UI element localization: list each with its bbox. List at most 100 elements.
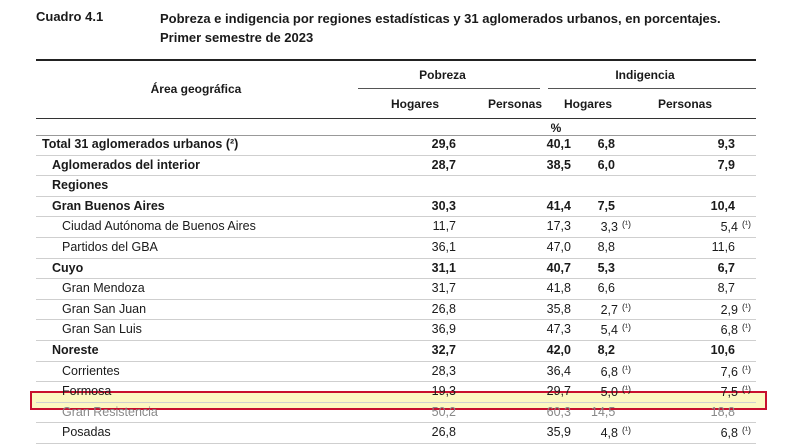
row-label: Gran Resistencia <box>62 404 158 419</box>
row-label: Gran Buenos Aires <box>52 198 165 213</box>
indigencia-personas-value: 9,3 <box>691 137 751 151</box>
cell-value: 6,0 <box>597 157 615 172</box>
indigencia-personas-value: 6,8 (¹) <box>691 425 751 440</box>
indigencia-personas-value: 18,8 <box>691 405 751 419</box>
title-line-2: Primer semestre de 2023 <box>160 30 314 45</box>
cell-value: 40,7 <box>546 260 571 275</box>
pobreza-personas-value: 29,7 <box>547 384 571 398</box>
pobreza-personas-value: 47,0 <box>547 240 571 254</box>
pobreza-hogares-value: 26,8 <box>432 425 456 439</box>
footnote-marker: (¹) <box>742 363 751 374</box>
table-title: Pobreza e indigencia por regiones estadí… <box>160 9 721 47</box>
pobreza-hogares-value: 28,3 <box>432 364 456 378</box>
indigencia-personas-value: 7,5 (¹) <box>691 384 751 399</box>
indigencia-personas-value: 5,4 (¹) <box>691 219 751 234</box>
pobreza-hogares-value: 31,7 <box>432 281 456 295</box>
table-number: Cuadro 4.1 <box>36 9 104 24</box>
table-row: Gran San Luis 36,9 47,3 5,4 (¹) 6,8 (¹) <box>36 320 756 341</box>
cell-value: 5,0 <box>600 385 618 400</box>
row-label: Corrientes <box>62 363 120 378</box>
indigencia-personas-value: 6,7 <box>691 261 751 275</box>
cell-value: 14,5 <box>591 404 616 419</box>
cell-value: 6,8 <box>597 137 615 151</box>
row-label: Cuyo <box>52 260 84 275</box>
cell-value: 6,8 <box>600 364 618 379</box>
indigencia-hogares-value: 2,7 (¹) <box>591 302 631 317</box>
cell-value: 35,9 <box>546 425 571 440</box>
cell-value: 35,8 <box>546 301 571 316</box>
pobreza-underline <box>358 88 540 89</box>
cell-value: 6,8 <box>720 426 738 441</box>
pobreza-personas-header: Personas <box>487 97 543 111</box>
pobreza-personas-value: 41,8 <box>547 281 571 295</box>
cell-value: 5,4 <box>600 323 618 338</box>
cell-value: 7,5 <box>720 385 738 400</box>
row-label: Gran Mendoza <box>62 281 145 296</box>
data-table-body: Total 31 aglomerados urbanos (²) 29,6 40,1… <box>36 135 756 444</box>
indigencia-hogares-value: 3,3 (¹) <box>591 219 631 234</box>
footnote-marker: (¹) <box>622 322 631 333</box>
cell-value: 5,3 <box>597 260 615 275</box>
cell-value: 2,7 <box>600 302 618 317</box>
pobreza-personas-value: 40,7 <box>547 261 571 275</box>
footnote-marker: (¹) <box>742 219 751 230</box>
indigencia-hogares-value: 6,8 (¹) <box>591 364 631 379</box>
cell-value: 31,1 <box>431 260 456 275</box>
cell-value: 36,1 <box>431 239 456 254</box>
cell-value: 9,3 <box>717 137 735 151</box>
row-label: Gran San Luis <box>62 322 142 337</box>
cell-value: 11,7 <box>432 219 456 234</box>
table-row: Noreste 32,7 42,0 8,2 10,6 <box>36 341 756 362</box>
pobreza-header: Pobreza <box>419 68 466 82</box>
cell-value: 32,7 <box>431 342 456 357</box>
pobreza-personas-value: 38,5 <box>547 158 571 172</box>
table-row: Gran Resistencia 50,2 60,3 14,5 18,8 <box>36 403 756 424</box>
footnote-marker: (¹) <box>622 301 631 312</box>
indigencia-personas-value: 7,6 (¹) <box>691 364 751 379</box>
cell-value: 7,9 <box>717 157 735 172</box>
pobreza-hogares-value: 32,7 <box>432 343 456 357</box>
pobreza-personas-value: 60,3 <box>547 405 571 419</box>
cell-value: 50,2 <box>431 404 456 419</box>
pobreza-personas-value: 35,8 <box>547 302 571 316</box>
indigencia-hogares-value: 6,8 <box>591 137 631 151</box>
indigencia-underline <box>548 88 756 89</box>
indigencia-personas-value: 11,6 <box>691 240 751 254</box>
cell-value: 10,4 <box>710 198 735 213</box>
row-label: Regiones <box>52 178 109 193</box>
cell-value: 29,6 <box>431 137 456 151</box>
highlight-box <box>30 391 767 410</box>
pobreza-personas-value: 35,9 <box>547 425 571 439</box>
cell-value: 36,4 <box>546 363 571 378</box>
pobreza-personas-value: 47,3 <box>547 322 571 336</box>
table-row: Ciudad Autónoma de Buenos Aires 11,7 17,3 3… <box>36 217 756 238</box>
pobreza-hogares-value: 11,7 <box>433 219 456 233</box>
cell-value: 8,2 <box>597 342 615 357</box>
row-label: Gran San Juan <box>62 301 147 316</box>
indigencia-personas-value: 7,9 <box>691 158 751 172</box>
cell-value: 17,3 <box>546 219 571 234</box>
indigencia-hogares-value: 5,0 (¹) <box>591 384 631 399</box>
cell-value: 26,8 <box>431 425 456 440</box>
cell-value: 30,3 <box>431 198 456 213</box>
table-row: Gran San Juan 26,8 35,8 2,7 (¹) 2,9 (¹) <box>36 300 756 321</box>
table-row: Regiones <box>36 176 756 197</box>
pobreza-hogares-value: 31,1 <box>432 261 456 275</box>
indigencia-hogares-value: 6,0 <box>591 158 631 172</box>
table-row: Aglomerados del interior 28,7 38,5 6,0 7,9 <box>36 156 756 177</box>
indigencia-personas-header: Personas <box>657 97 713 111</box>
pobreza-hogares-value: 36,9 <box>432 322 456 336</box>
cell-value: 4,8 <box>600 426 618 441</box>
row-label: Partidos del GBA <box>62 239 158 254</box>
indigencia-hogares-value: 5,4 (¹) <box>591 322 631 337</box>
cell-value: 40,1 <box>546 137 571 151</box>
cell-value: 7,6 <box>720 364 738 379</box>
cell-value: 29,7 <box>546 384 571 399</box>
cell-value: 7,5 <box>597 198 615 213</box>
pobreza-hogares-value: 19,3 <box>432 384 456 398</box>
indigencia-header: Indigencia <box>615 68 675 82</box>
cell-value: 31,7 <box>431 281 456 296</box>
cell-value: 8,8 <box>597 239 615 254</box>
indigencia-personas-value: 10,4 <box>691 199 751 213</box>
pobreza-personas-value: 42,0 <box>547 343 571 357</box>
